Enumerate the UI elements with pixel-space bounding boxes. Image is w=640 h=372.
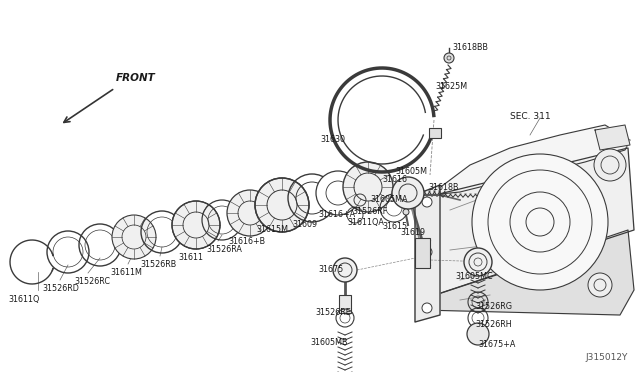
Text: 31619: 31619	[400, 228, 425, 237]
Text: 31675: 31675	[318, 265, 343, 274]
Text: 31611Q: 31611Q	[8, 295, 40, 304]
Circle shape	[333, 258, 357, 282]
Text: 31526RH: 31526RH	[475, 320, 511, 329]
Text: 31615: 31615	[382, 222, 407, 231]
Text: 31526RB: 31526RB	[140, 260, 176, 269]
Circle shape	[227, 190, 273, 236]
Text: 31616+B: 31616+B	[228, 237, 265, 246]
Polygon shape	[435, 148, 634, 295]
Text: 31526RE: 31526RE	[315, 308, 351, 317]
Circle shape	[464, 248, 492, 276]
Text: 31605MB: 31605MB	[310, 338, 348, 347]
Text: 31605M: 31605M	[395, 167, 427, 176]
Text: 31605MC: 31605MC	[455, 272, 493, 281]
Text: 31609: 31609	[292, 220, 317, 229]
Text: 31526RF: 31526RF	[352, 207, 387, 216]
Polygon shape	[422, 195, 435, 310]
Circle shape	[255, 178, 309, 232]
Circle shape	[343, 162, 393, 212]
Polygon shape	[430, 125, 630, 195]
Text: 31615M: 31615M	[256, 225, 288, 234]
Text: FRONT: FRONT	[116, 73, 156, 83]
Circle shape	[392, 177, 424, 209]
Circle shape	[422, 303, 432, 313]
Text: 31526RD: 31526RD	[42, 284, 79, 293]
Circle shape	[422, 247, 432, 257]
Polygon shape	[415, 185, 440, 322]
Text: 31605MA: 31605MA	[370, 195, 408, 204]
Text: J315012Y: J315012Y	[586, 353, 628, 362]
Text: 31630: 31630	[320, 135, 345, 144]
Bar	[429, 128, 441, 138]
Text: 31526RG: 31526RG	[475, 302, 512, 311]
Polygon shape	[595, 125, 630, 150]
Circle shape	[467, 323, 489, 345]
Circle shape	[316, 171, 360, 215]
Circle shape	[588, 273, 612, 297]
Text: 31611: 31611	[178, 253, 203, 262]
Circle shape	[472, 154, 608, 290]
Text: 31526RA: 31526RA	[206, 245, 242, 254]
Text: 31611M: 31611M	[110, 268, 142, 277]
Text: 31618BB: 31618BB	[452, 43, 488, 52]
Circle shape	[444, 53, 454, 63]
Circle shape	[403, 209, 409, 215]
Text: 31616: 31616	[382, 175, 407, 184]
Text: 31618B: 31618B	[428, 183, 458, 192]
Text: 31625M: 31625M	[435, 82, 467, 91]
Text: 31675+A: 31675+A	[478, 340, 515, 349]
Text: 31526RC: 31526RC	[74, 277, 110, 286]
Circle shape	[594, 149, 626, 181]
Bar	[415, 238, 430, 268]
Circle shape	[172, 201, 220, 249]
Text: SEC. 311: SEC. 311	[510, 112, 550, 121]
Polygon shape	[422, 230, 634, 315]
Text: 31616+A: 31616+A	[318, 210, 355, 219]
Circle shape	[422, 197, 432, 207]
Text: 31611QA: 31611QA	[347, 218, 384, 227]
Bar	[339, 295, 351, 313]
Circle shape	[112, 215, 156, 259]
